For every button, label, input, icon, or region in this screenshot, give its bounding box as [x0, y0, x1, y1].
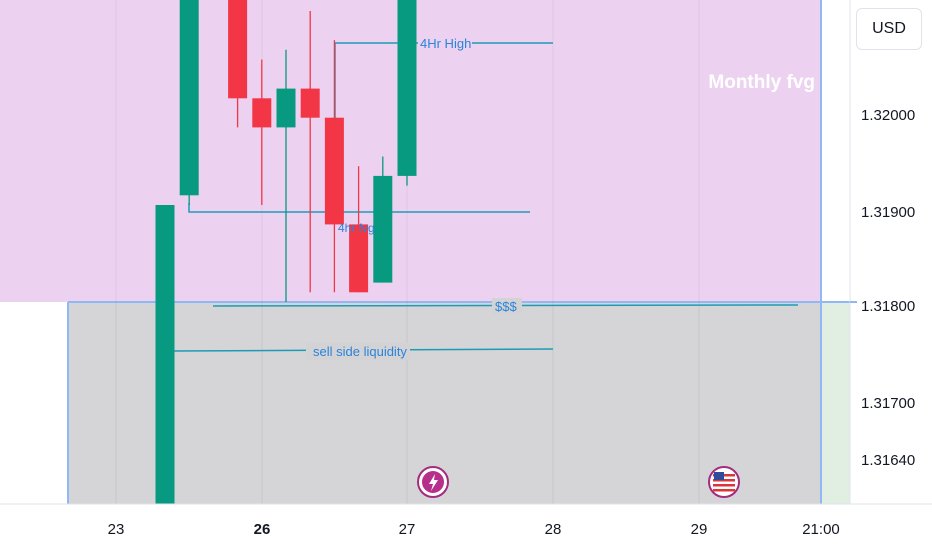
4hr-fvg-line: [188, 203, 530, 213]
candle[interactable]: [373, 156, 393, 283]
candle-body: [300, 88, 320, 118]
liquidity-zone[interactable]: [68, 302, 821, 504]
annotation-sell-side-liquidity: sell side liquidity: [313, 344, 407, 359]
candle-body: [397, 0, 417, 176]
candle-body: [155, 205, 175, 545]
price-tick-label: 1.31640: [861, 452, 915, 469]
time-tick-label: 29: [691, 521, 708, 538]
candle-body: [349, 224, 369, 293]
candle-body: [228, 0, 248, 99]
time-tick-label: 23: [108, 521, 125, 538]
time-tick-label: 28: [545, 521, 562, 538]
price-axis[interactable]: 1.32000 1.31900 1.31800 1.31700 1.31640: [849, 0, 932, 504]
annotations: 4Hr High 4hr fvg $$$ sell side liquidity…: [306, 35, 815, 360]
candle[interactable]: [349, 166, 369, 293]
candle[interactable]: [324, 40, 344, 293]
candle[interactable]: [252, 59, 272, 206]
candle[interactable]: [397, 0, 417, 186]
annotation-dollar-signs: $$$: [495, 299, 517, 314]
us-flag-event-icon[interactable]: [708, 466, 740, 498]
time-tick-label: 27: [399, 521, 416, 538]
time-tick-label: 21:00: [802, 521, 840, 538]
candle-body: [179, 0, 199, 196]
annotation-4hr-fvg: 4hr fvg: [338, 221, 375, 235]
time-axis[interactable]: 23 26 27 28 29 21:00: [0, 503, 932, 550]
time-tick-label-bold: 26: [254, 521, 271, 538]
candle[interactable]: [300, 11, 320, 293]
price-tick-label: 1.31900: [861, 204, 915, 221]
price-tick-label: 1.31800: [861, 298, 915, 315]
price-tick-label: 1.32000: [861, 107, 915, 124]
zone-label-monthly-fvg: Monthly fvg: [708, 72, 815, 93]
annotation-4hr-high: 4Hr High: [420, 36, 471, 51]
lightning-event-icon[interactable]: [417, 466, 449, 498]
candle-body: [252, 98, 272, 128]
candle-body: [324, 117, 344, 225]
candles[interactable]: [155, 0, 417, 545]
currency-button[interactable]: USD: [856, 8, 922, 50]
candle-body: [276, 88, 296, 128]
candle[interactable]: [276, 49, 296, 302]
candle[interactable]: [179, 0, 199, 205]
candle[interactable]: [228, 0, 248, 128]
price-tick-label: 1.31700: [861, 395, 915, 412]
candle-body: [373, 175, 393, 283]
candle[interactable]: [155, 205, 175, 545]
right-extension-zone: [821, 302, 850, 504]
